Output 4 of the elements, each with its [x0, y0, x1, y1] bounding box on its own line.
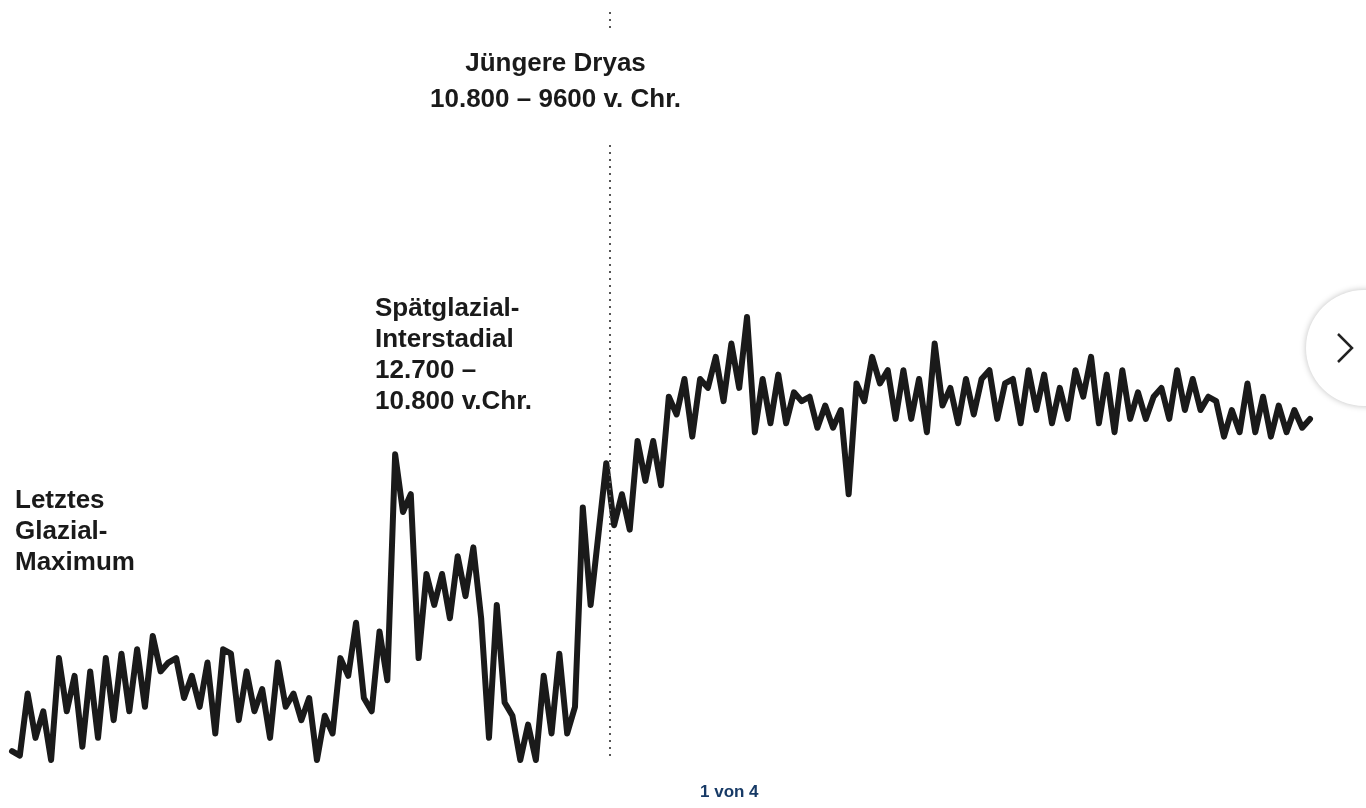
annotation: Spätglazial- Interstadial 12.700 – 10.800 v.Chr.	[375, 292, 533, 416]
annotation: Letztes Glazial- Maximum	[15, 484, 135, 577]
text: 1 von 4	[700, 782, 759, 802]
text: Jüngere Dryas 10.800 – 9600 v. Chr.	[430, 46, 682, 115]
